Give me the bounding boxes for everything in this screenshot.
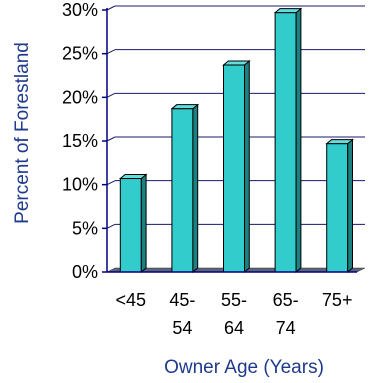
y-tick-label: 0% (72, 262, 98, 282)
gridline-diagonal (106, 92, 116, 98)
gridline-diagonal (106, 136, 116, 142)
x-tick-label: 45- (169, 290, 195, 310)
bar-side (140, 173, 147, 274)
bar-top (273, 8, 303, 14)
gridline-diagonal (106, 5, 116, 11)
x-axis-title: Owner Age (Years) (164, 357, 324, 378)
x-tick-labels: <45 45- 54 55- 64 65- 74 75+ (116, 290, 353, 338)
gridline-diagonal (106, 223, 116, 229)
bar-front (326, 143, 349, 273)
y-tick-label: 30% (62, 0, 98, 20)
x-tick-label: 65- (273, 290, 299, 310)
bar-top (325, 139, 354, 145)
x-tick-label: 74 (276, 318, 296, 338)
y-tick-label: 25% (62, 44, 98, 64)
bar-side (244, 59, 250, 274)
y-tick-label: 10% (62, 175, 98, 195)
x-tick-label: 55- (221, 290, 247, 310)
x-tick-label: <45 (116, 290, 147, 310)
x-tick-label: 54 (172, 318, 192, 338)
bar-top (222, 60, 251, 66)
bar-side (295, 7, 302, 274)
y-tick-label: 15% (62, 131, 98, 151)
y-tick-labels: 0% 5% 10% 15% 20% 25% 30% (62, 0, 98, 282)
bar (325, 138, 354, 274)
axes (102, 8, 357, 273)
bar (170, 103, 200, 274)
bar-side (347, 138, 353, 274)
bar-front (274, 12, 297, 273)
gridline-diagonal (106, 180, 116, 186)
bar-top (118, 174, 148, 180)
bars (118, 7, 354, 274)
bar (118, 173, 148, 274)
y-tick-label: 20% (62, 87, 98, 107)
y-axis-title: Percent of Forestland (12, 42, 33, 224)
bar (273, 7, 303, 274)
bar (222, 59, 251, 274)
x-tick-label: 75+ (322, 290, 353, 310)
bar-side (192, 103, 199, 274)
bar-front (223, 64, 245, 273)
gridline-diagonal (106, 49, 116, 55)
bar-front (171, 108, 194, 273)
bar-front (119, 178, 142, 273)
bar-top (170, 104, 200, 110)
x-tick-label: 64 (224, 318, 244, 338)
y-tick-label: 5% (72, 218, 98, 238)
